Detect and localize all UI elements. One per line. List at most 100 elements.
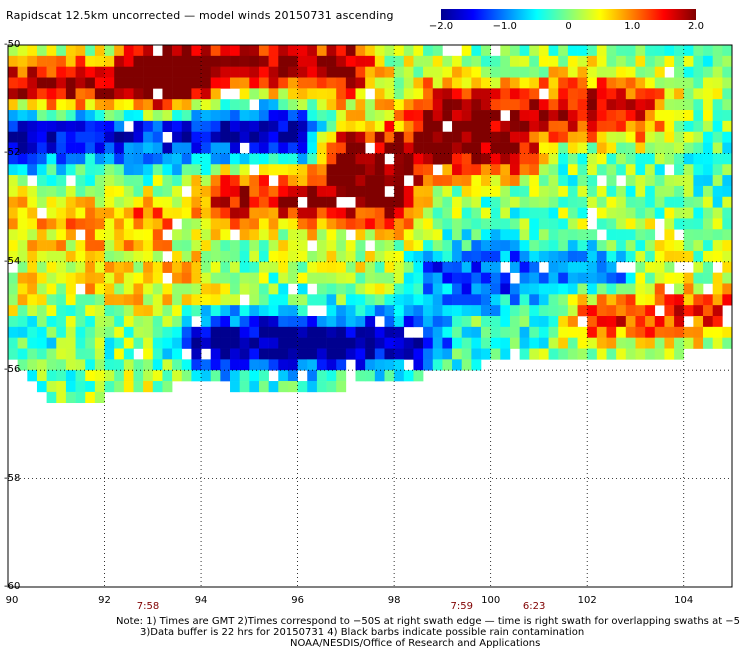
wind-cell	[558, 66, 569, 78]
wind-cell	[326, 294, 337, 306]
wind-cell	[46, 370, 57, 382]
wind-cell	[114, 55, 125, 67]
wind-cell	[471, 283, 482, 295]
wind-cell	[645, 88, 656, 100]
wind-cell	[36, 348, 47, 360]
wind-cell	[181, 261, 192, 273]
chart-title: Rapidscat 12.5km uncorrected — model win…	[6, 9, 394, 22]
wind-cell	[442, 218, 453, 230]
wind-cell	[703, 120, 713, 133]
wind-cell	[490, 66, 501, 78]
wind-cell	[490, 175, 501, 187]
wind-cell	[519, 88, 530, 100]
wind-cell	[316, 370, 327, 382]
wind-cell	[384, 250, 395, 263]
wind-cell	[46, 55, 57, 67]
wind-cell	[722, 55, 733, 67]
wind-cell	[94, 142, 105, 154]
wind-cell	[143, 381, 154, 393]
wind-cell	[326, 142, 337, 154]
wind-cell	[355, 283, 366, 295]
wind-cell	[423, 305, 434, 317]
wind-cell	[220, 164, 231, 176]
wind-cell	[365, 153, 376, 165]
wind-cell	[423, 175, 434, 187]
wind-cell	[46, 381, 57, 393]
wind-cell	[452, 359, 462, 371]
wind-cell	[191, 272, 202, 284]
wind-cell	[394, 305, 405, 317]
wind-cell	[191, 131, 202, 143]
wind-cell	[258, 99, 269, 111]
wind-cell	[538, 55, 549, 67]
wind-cell	[8, 88, 18, 100]
wind-cell	[133, 250, 144, 263]
wind-cell	[287, 153, 298, 165]
wind-cell	[249, 218, 260, 230]
wind-cell	[452, 120, 462, 133]
wind-cell	[27, 272, 38, 284]
wind-cell	[529, 240, 540, 252]
wind-cell	[538, 77, 549, 89]
wind-cell	[722, 120, 733, 133]
wind-cell	[143, 250, 154, 263]
wind-cell	[490, 229, 501, 241]
wind-cell	[143, 283, 154, 295]
wind-cell	[287, 175, 298, 187]
wind-cell	[65, 218, 76, 230]
wind-cell	[548, 66, 559, 78]
wind-cell	[519, 207, 530, 219]
wind-cell	[683, 142, 694, 154]
wind-cell	[36, 153, 47, 165]
wind-cell	[8, 337, 18, 349]
wind-cell	[365, 120, 376, 133]
wind-cell	[143, 66, 154, 78]
wind-cell	[268, 316, 279, 328]
wind-cell	[432, 77, 443, 89]
wind-cell	[249, 110, 260, 122]
wind-cell	[500, 196, 511, 208]
wind-cell	[461, 294, 472, 306]
wind-cell	[268, 305, 279, 317]
wind-cell	[423, 99, 434, 111]
wind-cell	[220, 305, 231, 317]
wind-cell	[635, 55, 646, 67]
wind-cell	[596, 240, 607, 252]
wind-cell	[606, 316, 617, 328]
wind-cell	[114, 316, 125, 328]
wind-cell	[27, 348, 38, 360]
wind-cell	[297, 272, 308, 284]
wind-cell	[287, 131, 298, 143]
wind-cell	[94, 185, 105, 198]
wind-cell	[56, 250, 67, 263]
wind-cell	[664, 316, 675, 328]
wind-cell	[239, 326, 250, 338]
wind-cell	[104, 185, 115, 198]
wind-cell	[8, 250, 18, 263]
wind-cell	[133, 153, 144, 165]
wind-cell	[384, 370, 395, 382]
wind-cell	[287, 370, 298, 382]
wind-cell	[413, 348, 424, 360]
wind-cell	[17, 250, 28, 263]
wind-cell	[297, 131, 308, 143]
wind-cell	[123, 142, 134, 154]
wind-cell	[577, 153, 588, 165]
wind-cell	[587, 348, 598, 360]
wind-cell	[509, 164, 520, 176]
wind-cell	[297, 337, 308, 349]
wind-cell	[326, 153, 337, 165]
wind-cell	[268, 77, 279, 89]
wind-cell	[287, 316, 298, 328]
wind-cell	[587, 164, 598, 176]
wind-cell	[249, 45, 260, 57]
wind-cell	[220, 55, 231, 67]
wind-cell	[567, 207, 578, 219]
wind-cell	[181, 283, 192, 295]
wind-cell	[258, 66, 269, 78]
wind-cell	[258, 142, 269, 154]
wind-cell	[664, 185, 675, 198]
wind-cell	[596, 337, 607, 349]
wind-cell	[114, 45, 125, 57]
wind-cell	[8, 55, 18, 67]
